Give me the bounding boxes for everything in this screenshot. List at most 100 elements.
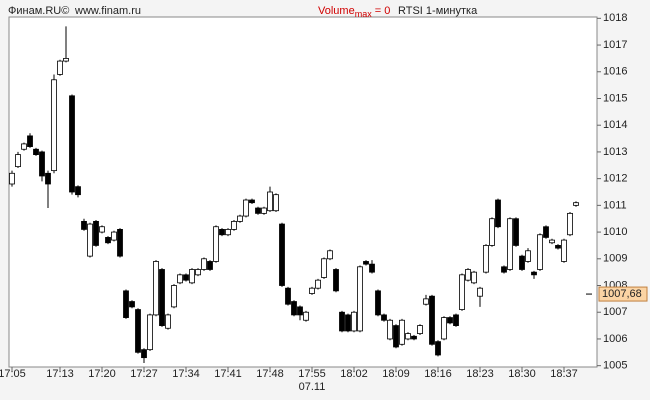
y-tick-label: 1009	[603, 253, 627, 265]
candle-body	[363, 261, 369, 265]
candle-body	[111, 231, 117, 241]
candle-body	[255, 207, 261, 214]
candle-body	[381, 314, 387, 321]
candle-body	[105, 237, 111, 244]
candle-body	[285, 287, 291, 305]
candle-body	[291, 301, 297, 316]
x-tick-label: 18:09	[382, 368, 410, 380]
candle-body	[225, 229, 231, 236]
candle-body	[525, 250, 531, 262]
candle-body	[207, 261, 213, 270]
candle-body	[447, 317, 453, 324]
candle-body	[243, 199, 249, 217]
candle-body	[339, 311, 345, 332]
x-tick-label: 17:05	[0, 368, 26, 380]
x-tick-label: 18:30	[508, 368, 536, 380]
candle-body	[375, 290, 381, 316]
last-price-box	[598, 286, 648, 302]
candle-body	[315, 279, 321, 289]
candle-body	[297, 306, 303, 316]
y-tick-label: 1015	[603, 92, 627, 104]
candle-body	[531, 271, 537, 276]
x-tick-label: 18:02	[340, 368, 368, 380]
candle-body	[309, 287, 315, 294]
candle-body	[507, 218, 513, 270]
candle-body	[489, 218, 495, 246]
candle-body	[51, 79, 57, 172]
candle-body	[483, 245, 489, 273]
y-tick-label: 1011	[603, 199, 627, 211]
candle-body	[165, 314, 171, 329]
y-tick-label: 1013	[603, 146, 627, 158]
x-tick-label: 17:41	[214, 368, 242, 380]
candle-body	[561, 239, 567, 262]
x-tick-label: 18:16	[424, 368, 452, 380]
candle-body	[63, 58, 69, 62]
candle-body	[303, 311, 309, 321]
candle-body	[189, 269, 195, 284]
candle-body	[501, 266, 507, 273]
candle-body	[237, 215, 243, 222]
candle-body	[399, 319, 405, 345]
y-tick-label: 1018	[603, 12, 627, 24]
candle-body	[345, 314, 351, 332]
candle-body	[387, 319, 393, 340]
candle-body	[327, 250, 333, 260]
x-tick-label: 18:37	[550, 368, 578, 380]
candle-body	[435, 341, 441, 356]
candle-body	[459, 274, 465, 310]
candle-body	[513, 218, 519, 246]
candle-body	[183, 274, 189, 281]
candle-body	[249, 199, 255, 204]
candle-body	[423, 298, 429, 305]
x-tick-label: 17:55	[298, 368, 326, 380]
y-tick-label: 1007	[603, 306, 627, 318]
candle-body	[75, 186, 81, 196]
candle-body	[519, 255, 525, 270]
candle-body	[93, 220, 99, 246]
candle-body	[45, 172, 51, 185]
y-tick-label: 1017	[603, 39, 627, 51]
candle-body	[81, 220, 87, 230]
candle-body	[201, 258, 207, 270]
candle-body	[495, 199, 501, 228]
candle-body	[453, 314, 459, 326]
volume-sub: max	[355, 9, 373, 19]
candle-body	[411, 335, 417, 340]
candle-body	[267, 191, 273, 212]
candle-body	[465, 269, 471, 281]
volume-label: Volumemax = 0	[318, 5, 390, 19]
y-tick-label: 1016	[603, 66, 627, 78]
x-tick-label: 17:34	[172, 368, 200, 380]
candle-body	[87, 223, 93, 257]
last-price-label: 1007,68	[602, 288, 642, 300]
candle-body	[171, 285, 177, 308]
candle-body	[429, 295, 435, 345]
candle-body	[417, 325, 423, 335]
candle-body	[333, 269, 339, 292]
candle-body	[393, 325, 399, 348]
candle-body	[261, 207, 267, 214]
volume-value: = 0	[375, 5, 391, 17]
plot-area	[8, 16, 598, 368]
volume-text: Volume	[318, 5, 355, 17]
x-tick-label: 17:48	[256, 368, 284, 380]
candle-body	[555, 245, 561, 249]
candle-body	[153, 261, 159, 316]
source: Финам.RU©	[8, 5, 69, 17]
candle-body	[177, 274, 183, 284]
candle-body	[471, 271, 477, 284]
candle-body	[369, 263, 375, 273]
candle-body	[279, 223, 285, 286]
candle-body	[321, 258, 327, 278]
candle-body	[99, 226, 105, 233]
candle-body	[195, 269, 201, 276]
candle-body	[573, 202, 579, 206]
candle-body	[213, 226, 219, 262]
candle-body	[231, 220, 237, 230]
candle-body	[351, 311, 357, 332]
date-label: 07.11	[299, 381, 326, 393]
candle-body	[9, 172, 15, 185]
chart-title: RTSI 1-минутка	[398, 5, 478, 17]
candle-body	[15, 154, 21, 168]
